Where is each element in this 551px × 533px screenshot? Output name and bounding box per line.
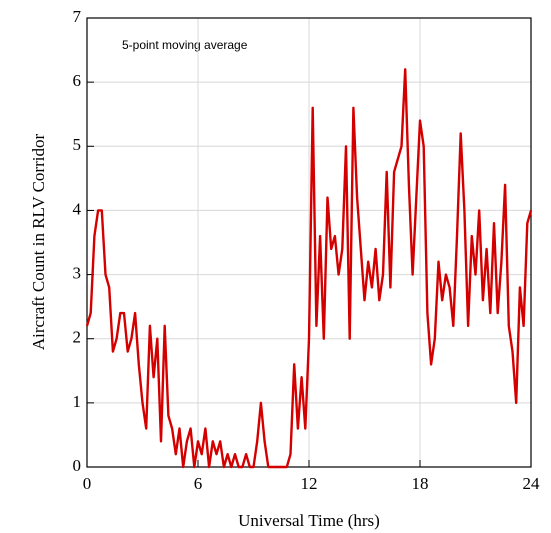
- y-tick-label: 5: [73, 135, 82, 154]
- plot-frame: [86, 17, 532, 468]
- line: [85, 68, 533, 469]
- x-tick-label: 18: [412, 474, 429, 493]
- x-tick-label: 0: [83, 474, 92, 493]
- y-tick-label: 4: [73, 199, 82, 218]
- x-tick-label: 6: [194, 474, 203, 493]
- y-tick-label: 6: [73, 71, 82, 90]
- y-tick-label: 0: [73, 456, 82, 475]
- y-tick-label: 1: [73, 392, 82, 411]
- y-tick-label: 7: [73, 7, 82, 26]
- x-tick-label: 24: [523, 474, 541, 493]
- y-axis-label: Aircraft Count in RLV Corridor: [29, 134, 48, 351]
- x-axis-label: Universal Time (hrs): [238, 511, 380, 530]
- annotation: 5-point moving average: [122, 38, 248, 52]
- y-tick-label: 3: [73, 263, 82, 282]
- y-tick-label: 2: [73, 328, 82, 347]
- x-tick-label: 12: [301, 474, 318, 493]
